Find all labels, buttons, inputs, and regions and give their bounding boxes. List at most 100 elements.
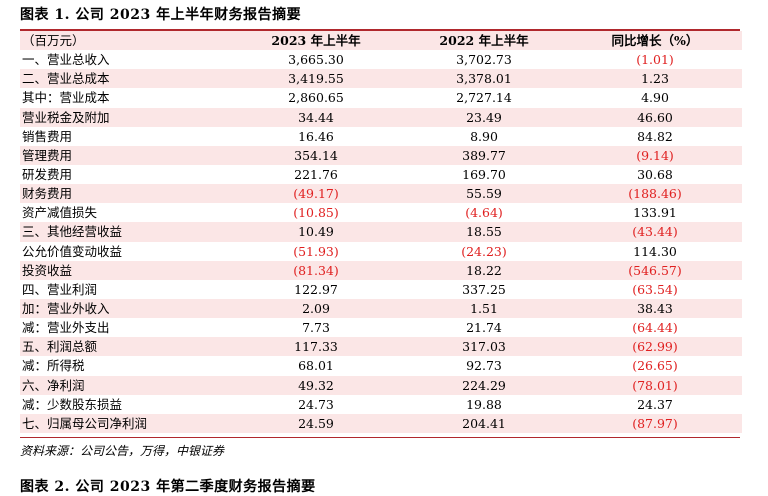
value-2023h1: 221.76 <box>294 167 338 183</box>
header-2022h1: 2022 年上半年 <box>400 31 568 51</box>
value-yoy: (78.01) <box>568 375 742 395</box>
table-row: 减：所得税 68.01 92.73 (26.65) <box>20 356 742 375</box>
value-2022h1: (24.23) <box>461 243 507 259</box>
table-row: 五、利润总额 117.33 317.03 (62.99) <box>20 337 742 357</box>
next-table-title: 图表 2. 公司 2023 年第二季度财务报告摘要 <box>20 479 316 495</box>
value-2023h1: 34.44 <box>232 107 400 127</box>
value-2022h1: 18.22 <box>400 260 568 280</box>
value-2022h1: 3,378.01 <box>400 69 568 89</box>
value-2023h1: 2.09 <box>232 298 400 319</box>
table-row: 其中：营业成本 2,860.65 2,727.14 4.90 <box>20 88 742 107</box>
row-label: 六、净利润 <box>20 375 232 395</box>
value-2022h1: 55.59 <box>400 184 568 204</box>
value-yoy: (9.14) <box>568 145 742 165</box>
value-yoy: (62.99) <box>568 337 742 357</box>
row-label: 四、营业利润 <box>22 281 98 297</box>
value-2022h1: 1.51 <box>400 298 568 319</box>
table-row: 四、营业利润 122.97 337.25 (63.54) <box>20 280 742 299</box>
table-header-row: （百万元） 2023 年上半年 2022 年上半年 同比增长（%） <box>20 31 742 51</box>
header-yoy: 同比增长（%） <box>568 31 742 51</box>
row-label: 一、营业总收入 <box>22 52 110 68</box>
value-2023h1: 10.49 <box>232 222 400 242</box>
row-label: 五、利润总额 <box>20 337 232 357</box>
value-2023h1: 68.01 <box>298 358 334 374</box>
value-2023h1: (81.34) <box>232 260 400 280</box>
row-label: 管理费用 <box>20 145 232 165</box>
row-label: 营业税金及附加 <box>20 107 232 127</box>
value-2023h1: 16.46 <box>298 128 334 144</box>
value-2022h1: 8.90 <box>470 128 498 144</box>
table-row: 减：少数股东损益 24.73 19.88 24.37 <box>20 395 742 414</box>
value-2022h1: 3,702.73 <box>456 52 512 68</box>
row-label: 减：所得税 <box>22 358 85 374</box>
value-yoy: (43.44) <box>568 222 742 242</box>
row-label: 二、营业总成本 <box>20 69 232 89</box>
row-label: 投资收益 <box>20 260 232 280</box>
row-label: 减：营业外支出 <box>22 320 110 336</box>
value-yoy: 30.68 <box>637 167 673 183</box>
value-2022h1: 169.70 <box>462 167 506 183</box>
value-yoy: 133.91 <box>633 205 677 221</box>
value-2022h1: 224.29 <box>400 375 568 395</box>
financial-summary-table: （百万元） 2023 年上半年 2022 年上半年 同比增长（%） 一、营业总收… <box>20 31 742 433</box>
value-2022h1: 204.41 <box>400 413 568 433</box>
row-label: 研发费用 <box>22 167 73 183</box>
value-2022h1: 92.73 <box>466 358 502 374</box>
value-2022h1: 389.77 <box>400 145 568 165</box>
row-label: 减：少数股东损益 <box>22 396 123 412</box>
value-yoy: (63.54) <box>632 281 678 297</box>
value-2023h1: 2,860.65 <box>288 90 344 106</box>
value-2022h1: 317.03 <box>400 337 568 357</box>
row-label: 三、其他经营收益 <box>20 222 232 242</box>
value-2023h1: 3,419.55 <box>232 69 400 89</box>
value-2023h1: 49.32 <box>232 375 400 395</box>
table-row: 投资收益 (81.34) 18.22 (546.57) <box>20 260 742 280</box>
value-yoy: 4.90 <box>641 90 669 106</box>
value-2022h1: 337.25 <box>462 281 506 297</box>
value-2023h1: (49.17) <box>232 184 400 204</box>
table-body: （百万元） 2023 年上半年 2022 年上半年 同比增长（%） 一、营业总收… <box>20 31 742 433</box>
value-yoy: (188.46) <box>568 184 742 204</box>
value-2022h1: 18.55 <box>400 222 568 242</box>
table-row: 公允价值变动收益 (51.93) (24.23) 114.30 <box>20 242 742 261</box>
row-label: 财务费用 <box>20 184 232 204</box>
bottom-rule <box>20 437 740 438</box>
table-row: 销售费用 16.46 8.90 84.82 <box>20 127 742 146</box>
row-label: 加：营业外收入 <box>20 298 232 319</box>
value-2022h1: 23.49 <box>400 107 568 127</box>
value-2022h1: 2,727.14 <box>456 90 512 106</box>
value-2022h1: (4.64) <box>465 205 503 221</box>
value-yoy: 38.43 <box>568 298 742 319</box>
value-2023h1: 24.73 <box>298 396 334 412</box>
value-2023h1: 3,665.30 <box>288 52 344 68</box>
value-yoy: 24.37 <box>637 396 673 412</box>
value-2023h1: 24.59 <box>232 413 400 433</box>
value-yoy: 114.30 <box>633 243 677 259</box>
row-label: 销售费用 <box>22 128 73 144</box>
table-row: 营业税金及附加 34.44 23.49 46.60 <box>20 107 742 127</box>
value-2023h1: 7.73 <box>302 320 330 336</box>
header-2023h1: 2023 年上半年 <box>232 31 400 51</box>
value-yoy: (1.01) <box>636 52 674 68</box>
value-yoy: (87.97) <box>568 413 742 433</box>
header-unit: （百万元） <box>20 31 232 51</box>
table-row: 研发费用 221.76 169.70 30.68 <box>20 165 742 184</box>
row-label: 公允价值变动收益 <box>22 243 123 259</box>
table-title: 图表 1. 公司 2023 年上半年财务报告摘要 <box>20 7 302 23</box>
value-2023h1: (10.85) <box>293 205 339 221</box>
value-yoy: (26.65) <box>632 358 678 374</box>
table-row: 一、营业总收入 3,665.30 3,702.73 (1.01) <box>20 50 742 69</box>
value-yoy: 84.82 <box>637 128 673 144</box>
table-row: 六、净利润 49.32 224.29 (78.01) <box>20 375 742 395</box>
value-2023h1: 122.97 <box>294 281 338 297</box>
value-2023h1: 354.14 <box>232 145 400 165</box>
value-2023h1: (51.93) <box>293 243 339 259</box>
table-row: 财务费用 (49.17) 55.59 (188.46) <box>20 184 742 204</box>
value-yoy: 1.23 <box>568 69 742 89</box>
row-label: 七、归属母公司净利润 <box>20 413 232 433</box>
top-rule <box>20 29 740 31</box>
table-row: 二、营业总成本 3,419.55 3,378.01 1.23 <box>20 69 742 89</box>
table-row: 三、其他经营收益 10.49 18.55 (43.44) <box>20 222 742 242</box>
source-note: 资料来源：公司公告，万得，中银证券 <box>20 444 225 458</box>
value-2022h1: 21.74 <box>466 320 502 336</box>
